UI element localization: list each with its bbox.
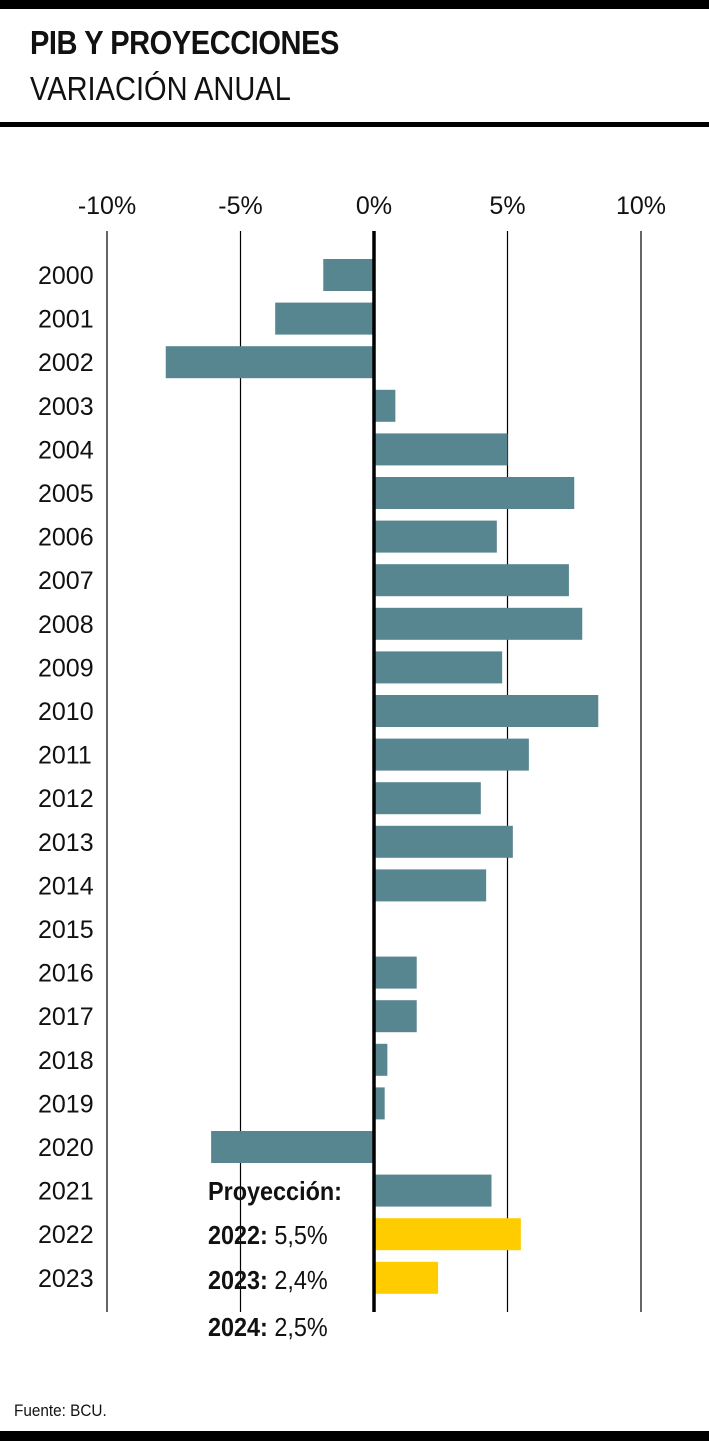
- y-tick-label: 2008: [38, 611, 94, 639]
- chart-title: PIB Y PROYECCIONES: [30, 24, 339, 61]
- header-rule: [0, 122, 709, 127]
- y-tick-label: 2021: [38, 1178, 94, 1206]
- bar-2018: [374, 1043, 388, 1076]
- bar-2012: [374, 782, 481, 815]
- bar-2000: [323, 259, 374, 291]
- y-tick-label: 2007: [38, 567, 94, 595]
- y-tick-label: 2012: [38, 785, 94, 813]
- bar-2005: [374, 477, 575, 509]
- projection-item-2023: 2023: 2,4%: [208, 1265, 328, 1295]
- y-tick-label: 2003: [38, 393, 94, 421]
- bar-2001: [275, 302, 374, 335]
- y-tick-label: 2002: [38, 349, 94, 377]
- bar-2016: [374, 956, 417, 989]
- y-tick-label: 2005: [38, 480, 94, 508]
- y-tick-label: 2014: [38, 872, 94, 900]
- y-tick-label: 2010: [38, 698, 94, 726]
- top-rule: [0, 0, 709, 9]
- y-tick-label: 2011: [38, 742, 92, 770]
- bar-2002: [165, 346, 374, 379]
- y-tick-label: 2020: [38, 1134, 94, 1162]
- y-tick-label: 2001: [38, 306, 94, 334]
- bar-2010: [374, 695, 599, 727]
- y-tick-label: 2000: [38, 262, 94, 290]
- projection-heading: Proyección:: [208, 1176, 342, 1206]
- y-tick-label: 2022: [38, 1221, 94, 1249]
- bar-2003: [374, 389, 396, 422]
- y-tick-label: 2013: [38, 829, 94, 857]
- bar-2023: [374, 1261, 439, 1294]
- bar-2014: [374, 869, 487, 902]
- bar-2009: [374, 651, 503, 684]
- x-tick-label: -5%: [218, 192, 262, 220]
- chart-subtitle: VARIACIÓN ANUAL: [30, 70, 291, 107]
- y-tick-label: 2006: [38, 524, 94, 552]
- y-tick-label: 2023: [38, 1265, 94, 1293]
- x-tick-label: -10%: [78, 192, 136, 220]
- x-tick-label: 10%: [616, 192, 666, 220]
- bottom-rule: [0, 1431, 709, 1441]
- source-note: Fuente: BCU.: [14, 1401, 107, 1420]
- y-tick-label: 2019: [38, 1090, 94, 1118]
- projection-item-2022: 2022: 5,5%: [208, 1220, 328, 1250]
- bar-2006: [374, 520, 497, 553]
- bar-2017: [374, 1000, 417, 1033]
- bar-2011: [374, 738, 529, 771]
- bar-2004: [374, 433, 508, 466]
- y-tick-label: 2017: [38, 1003, 94, 1031]
- projection-item-2024: 2024: 2,5%: [208, 1312, 328, 1342]
- bar-2021: [374, 1174, 492, 1207]
- bar-2020: [211, 1131, 374, 1163]
- bar-2008: [374, 607, 583, 640]
- bar-2022: [374, 1218, 521, 1251]
- x-tick-label: 5%: [489, 192, 525, 220]
- y-tick-label: 2015: [38, 916, 94, 944]
- y-tick-label: 2018: [38, 1047, 94, 1075]
- bar-2013: [374, 825, 513, 858]
- x-tick-label: 0%: [356, 192, 392, 220]
- y-tick-label: 2009: [38, 654, 94, 682]
- bar-2019: [374, 1087, 385, 1120]
- y-tick-label: 2016: [38, 960, 94, 988]
- bar-2007: [374, 564, 569, 597]
- y-tick-label: 2004: [38, 436, 94, 464]
